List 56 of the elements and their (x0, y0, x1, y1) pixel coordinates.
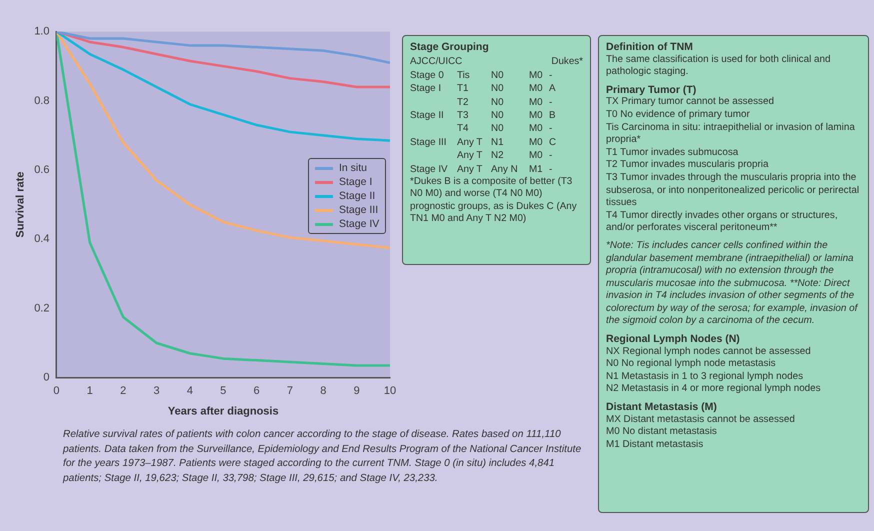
text: T0 No evidence of primary tumor (606, 108, 751, 122)
x-tick-label: 5 (220, 385, 226, 398)
text: T4 Tumor directly invades other organs or structures, and/or perforates visceral peritoneum** (606, 210, 839, 235)
text: MX Distant metastasis cannot be assessed (606, 414, 796, 426)
text: Stage Grouping (410, 41, 490, 54)
text: NX Regional lymph nodes cannot be assessed (606, 346, 812, 358)
y-tick-label: 0.8 (34, 94, 50, 107)
text: Stage IV Any T Any N M1 - (410, 164, 554, 176)
text: *Note: Tis includes cancer cells confined within the glandular basement membrane (intraepithelial) or lamina propria (intramucosal) with no extension through the muscularis mucosae into the submucosa. **Note: Direct invasion in T4 includes invasion of other segments of the colorectum by way of the serosa; for example, invasion of the sigmoid colon by a carcinoma of the cecum. (606, 240, 860, 328)
y-tick-label: 0.4 (34, 233, 50, 246)
legend-label: Stage II (339, 189, 376, 203)
legend-label: Stage IV (339, 217, 380, 231)
text: Relative survival rates of patients with colon cancer according to the stage of disease. Rates based on 111,110 patients. Data taken from the Surveillance, Epidemiology and End Results Program of the National Cancer Institute for the years 1973–1987. Patients were staged according to the current TNM. Stage 0 (in situ) includes 4,841 patients; Stage II, 19,623; Stage II, 33,798; Stage III, 29,615; and Stage IV, 23,233. (63, 428, 582, 486)
legend-label: In situ (339, 161, 368, 175)
text: T2 N0 M0 - (457, 96, 552, 108)
legend-label: Stage I (339, 175, 372, 189)
text: Stage III Any T N1 M0 C (410, 136, 556, 148)
x-axis-title: Years after diagnosis (168, 405, 279, 418)
text: TX Primary tumor cannot be assessed (606, 96, 775, 109)
y-tick-label: 1.0 (34, 26, 50, 38)
text: Stage II T3 N0 M0 B (410, 110, 556, 122)
y-tick-label: 0 (43, 372, 50, 384)
y-tick-label: 0.6 (34, 164, 50, 176)
text: Tis Carcinoma in situ: intraepithelial or invasion of lamina propria* (606, 122, 856, 147)
text: Definition of TNM (606, 41, 694, 54)
text: N1 Metastasis in 1 to 3 regional lymph nodes (606, 370, 804, 384)
text: T3 Tumor invades through the muscularis propria into the subserosa, or into nonperitonealized pericolic or perirectal tissues (606, 172, 860, 210)
y-axis-title: Survival rate (14, 172, 27, 238)
x-tick-label: 0 (53, 385, 60, 398)
text: *Dukes B is a composite of better (T3 N0 M0) and worse (T4 N0 M0) prognostic groups, as is Dukes C (Any TN1 M0 and Any T N2 M0) (410, 176, 578, 226)
x-tick-label: 3 (153, 385, 160, 398)
text: T4 N0 M0 - (457, 123, 552, 134)
text: Stage 0 Tis N0 M0 - (410, 70, 552, 81)
x-tick-label: 2 (120, 385, 126, 398)
text: The same classification is used for both clinical and pathologic staging. (606, 54, 832, 79)
text: Distant Metastasis (M) (606, 401, 718, 414)
text: Stage I T1 N0 M0 A (410, 83, 556, 94)
x-tick-label: 10 (384, 385, 396, 398)
x-tick-label: 1 (86, 385, 93, 398)
x-tick-label: 7 (286, 385, 294, 398)
text: Regional Lymph Nodes (N) (606, 333, 741, 346)
x-tick-label: 8 (320, 385, 326, 398)
x-tick-label: 9 (354, 385, 360, 398)
x-tick-label: 4 (186, 385, 193, 398)
text: M0 No distant metastasis (606, 426, 718, 439)
text: N0 No regional lymph node metastasis (606, 358, 777, 371)
text: N2 Metastasis in 4 or more regional lymph nodes (606, 383, 822, 396)
text: AJCC/UICC Dukes* (410, 56, 583, 68)
text: T1 Tumor invades submucosa (606, 146, 740, 160)
x-tick-label: 6 (254, 385, 260, 398)
text: T2 Tumor invades muscularis propria (606, 159, 770, 172)
text: Any T N2 M0 - (457, 150, 552, 162)
y-tick-label: 0.2 (34, 302, 50, 314)
text: Primary Tumor (T) (606, 84, 698, 96)
legend-label: Stage III (339, 203, 378, 217)
text: M1 Distant metastasis (606, 438, 704, 452)
